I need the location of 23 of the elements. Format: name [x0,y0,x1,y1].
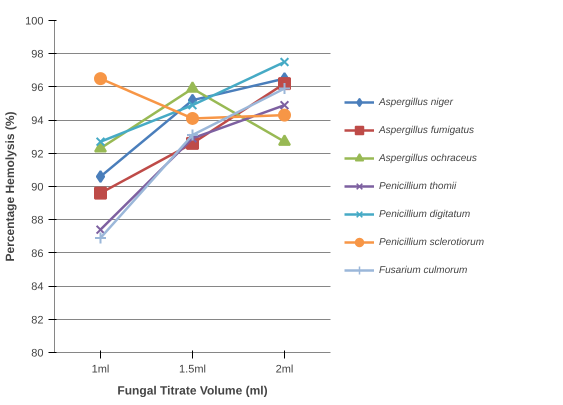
legend-label: Penicillium sclerotiorum [379,236,484,248]
y-tick-label: 90 [31,182,44,194]
legend-label: Aspergillus fumigatus [379,124,474,136]
y-tick-label: 86 [31,248,44,260]
y-tick-label: 88 [31,214,44,227]
y-tick-label: 100 [25,16,44,28]
y-tick-label: 92 [31,148,44,160]
y-tick-label: 98 [31,48,44,61]
y-tick-label: 94 [31,115,44,128]
legend-label: Penicillium thomii [379,180,456,192]
legend-label: Fusarium culmorum [379,264,468,276]
x-tick-label: 1ml [92,364,110,376]
y-tick-label: 96 [31,82,44,94]
y-tick-label: 84 [31,281,44,294]
x-axis-title: Fungal Titrate Volume (ml) [117,384,268,398]
legend-label: Aspergillus ochraceus [379,152,477,164]
y-tick-label: 82 [31,314,44,326]
x-tick-label: 2ml [276,364,294,376]
y-tick-label: 80 [31,348,44,360]
legend-label: Aspergillus niger [379,96,453,108]
y-axis-title: Percentage Hemolysis (%) [3,111,18,262]
legend-label: Penicillium digitatum [379,208,470,220]
x-tick-label: 1.5ml [179,364,206,376]
